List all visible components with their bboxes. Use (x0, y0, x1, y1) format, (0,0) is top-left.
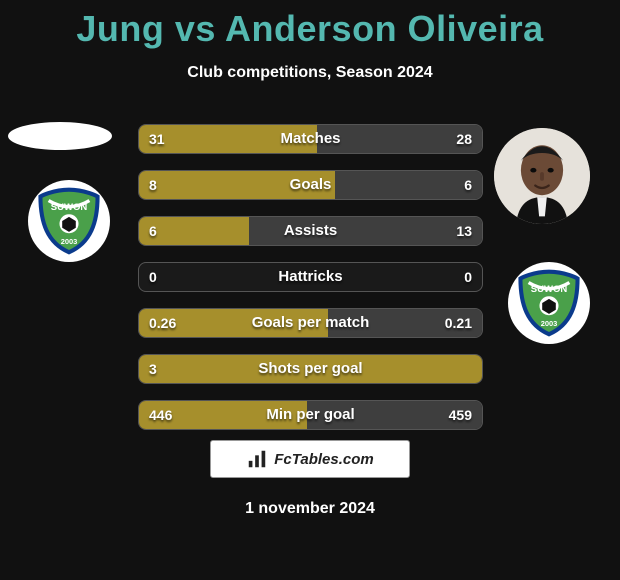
stat-value-left: 8 (149, 171, 157, 199)
stat-value-right: 0.21 (445, 309, 472, 337)
stat-bars: Matches3128Goals86Assists613Hattricks00G… (138, 124, 483, 446)
club-badge-left-svg: SUWON 2003 (35, 187, 103, 255)
stat-label: Assists (139, 217, 482, 245)
stat-label: Goals per match (139, 309, 482, 337)
svg-text:2003: 2003 (541, 319, 558, 328)
stat-row: Goals per match0.26 0.21 (138, 308, 483, 338)
stat-row: Hattricks0 0 (138, 262, 483, 292)
stat-value-right: 28 (456, 125, 472, 153)
svg-text:SUWON: SUWON (51, 202, 88, 213)
stat-value-left: 0 (149, 263, 157, 291)
stat-value-left: 6 (149, 217, 157, 245)
club-badge-right-svg: SUWON 2003 (515, 269, 583, 337)
branding-badge: FcTables.com (210, 440, 410, 478)
stat-row: Matches31 28 (138, 124, 483, 154)
stat-row: Goals8 6 (138, 170, 483, 200)
stat-row: Assists6 13 (138, 216, 483, 246)
stat-label: Hattricks (139, 263, 482, 291)
club-badge-left: SUWON 2003 (28, 180, 110, 262)
branding-text: FcTables.com (274, 451, 373, 468)
svg-text:SUWON: SUWON (531, 284, 568, 295)
player-right-avatar-svg (494, 128, 590, 224)
date-label: 1 november 2024 (0, 500, 620, 518)
stat-value-left: 446 (149, 401, 172, 429)
stat-value-left: 3 (149, 355, 157, 383)
player-left-avatar (8, 122, 112, 150)
stat-row: Min per goal446 459 (138, 400, 483, 430)
stat-value-right: 13 (456, 217, 472, 245)
stat-value-left: 0.26 (149, 309, 176, 337)
stat-value-right: 459 (449, 401, 472, 429)
stat-label: Shots per goal (139, 355, 482, 383)
stat-value-left: 31 (149, 125, 165, 153)
stat-value-right: 6 (464, 171, 472, 199)
player-right-avatar (494, 128, 590, 224)
stat-label: Min per goal (139, 401, 482, 429)
stat-label: Matches (139, 125, 482, 153)
subtitle: Club competitions, Season 2024 (0, 64, 620, 82)
stat-row: Shots per goal3 (138, 354, 483, 384)
svg-text:2003: 2003 (61, 237, 78, 246)
club-badge-right: SUWON 2003 (508, 262, 590, 344)
stat-label: Goals (139, 171, 482, 199)
page-title: Jung vs Anderson Oliveira (0, 0, 620, 50)
bar-chart-icon (246, 448, 268, 470)
stat-value-right: 0 (464, 263, 472, 291)
